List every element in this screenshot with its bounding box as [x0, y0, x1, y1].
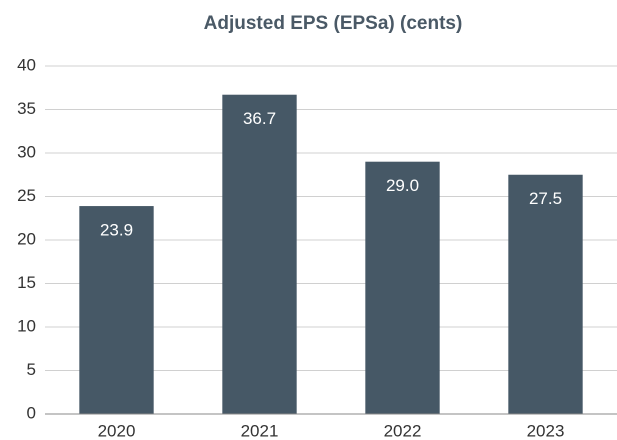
value-label: 29.0 — [386, 176, 419, 195]
bar — [79, 206, 154, 414]
y-tick-label: 40 — [17, 55, 36, 74]
bar — [365, 161, 440, 414]
y-tick-label: 0 — [27, 403, 36, 422]
y-tick-label: 35 — [17, 99, 36, 118]
x-tick-label: 2021 — [241, 421, 279, 440]
value-label: 23.9 — [100, 221, 133, 240]
y-tick-label: 20 — [17, 229, 36, 248]
value-label: 36.7 — [243, 109, 276, 128]
x-tick-label: 2020 — [98, 421, 136, 440]
y-tick-label: 10 — [17, 316, 36, 335]
bar — [508, 174, 583, 414]
value-label: 27.5 — [529, 189, 562, 208]
y-tick-label: 15 — [17, 273, 36, 292]
y-tick-label: 5 — [27, 360, 36, 379]
x-tick-label: 2022 — [384, 421, 422, 440]
y-tick-label: 25 — [17, 186, 36, 205]
y-tick-label: 30 — [17, 142, 36, 161]
x-tick-label: 2023 — [527, 421, 565, 440]
bar — [222, 94, 297, 415]
chart-title: Adjusted EPS (EPSa) (cents) — [204, 13, 463, 34]
